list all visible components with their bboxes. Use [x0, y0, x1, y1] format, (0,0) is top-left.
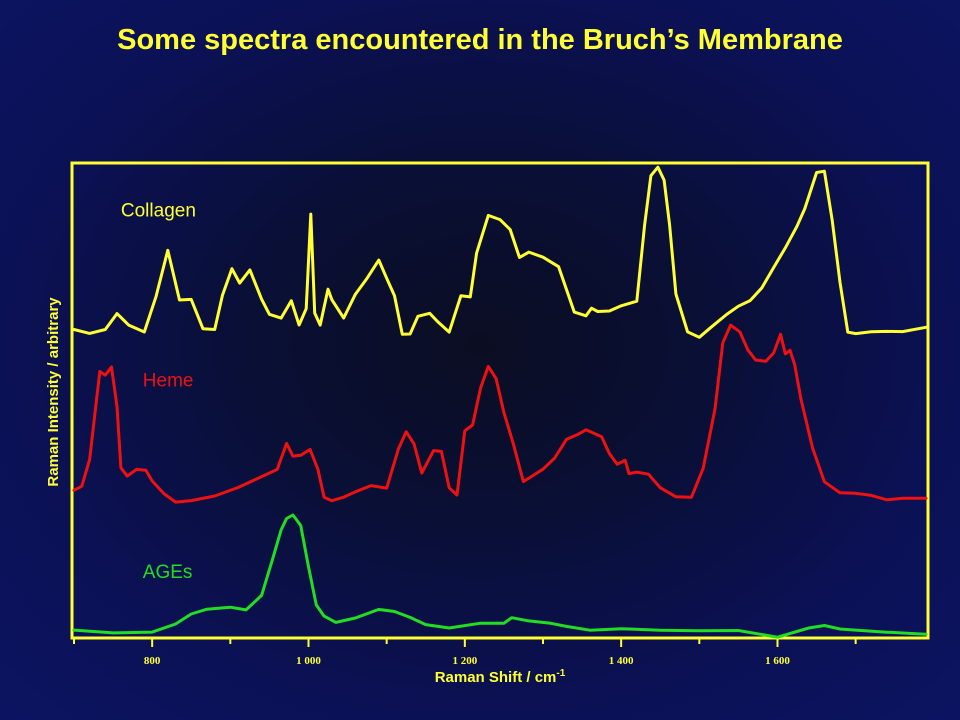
series-label-collagen: Collagen: [121, 201, 196, 222]
spectra-series: [72, 165, 928, 639]
series-labels: Collagen Heme AGEs: [121, 201, 196, 583]
series-label-ages: AGEs: [143, 562, 193, 583]
series-label-heme: Heme: [143, 371, 194, 392]
x-axis-label-text: Raman Shift / cm: [435, 669, 557, 686]
x-tick-label: 1 400: [609, 655, 634, 667]
x-axis-label-superscript: -1: [556, 668, 565, 679]
y-axis-label: Raman Intensity / arbitrary: [45, 297, 62, 487]
series-line-heme: [72, 323, 928, 504]
x-tick-label: 1 200: [452, 655, 477, 667]
chart-title: Some spectra encountered in the Bruch’s …: [117, 24, 843, 56]
x-axis-ticks: 800 1 000 1 200 1 400 1 600: [73, 638, 857, 667]
series-line-collagen: [72, 165, 928, 339]
x-tick-label: 1 600: [765, 655, 790, 667]
x-axis-label: Raman Shift / cm-1: [435, 668, 566, 686]
x-tick-label: 1 000: [296, 655, 321, 667]
plot-frame: [70, 161, 930, 640]
series-line-ages: [72, 513, 928, 639]
x-tick-label: 800: [144, 655, 161, 667]
